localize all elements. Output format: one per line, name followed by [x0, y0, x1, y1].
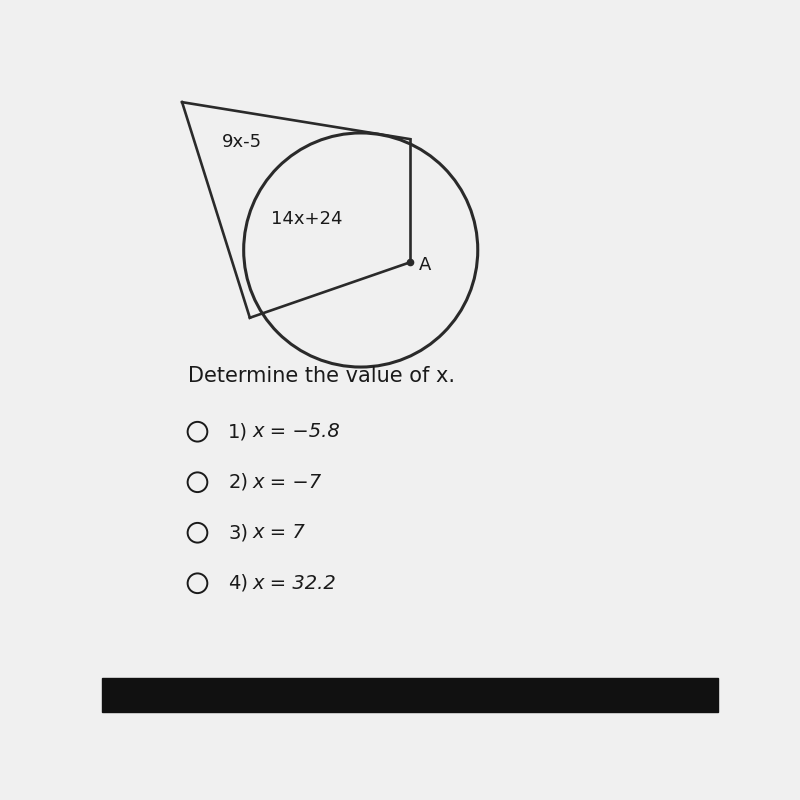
Text: 14x+24: 14x+24 — [271, 210, 343, 228]
Text: x = 7: x = 7 — [253, 523, 306, 542]
Text: 4): 4) — [228, 574, 248, 593]
Text: x = −5.8: x = −5.8 — [253, 422, 341, 442]
Text: A: A — [419, 257, 432, 274]
Text: x = 32.2: x = 32.2 — [253, 574, 337, 593]
Text: 9x-5: 9x-5 — [222, 133, 262, 151]
Text: Determine the value of x.: Determine the value of x. — [188, 366, 455, 386]
Text: 3): 3) — [228, 523, 248, 542]
Bar — [102, 678, 718, 712]
Text: x = −7: x = −7 — [253, 473, 322, 492]
Text: 2): 2) — [228, 473, 248, 492]
Text: 1): 1) — [228, 422, 248, 442]
